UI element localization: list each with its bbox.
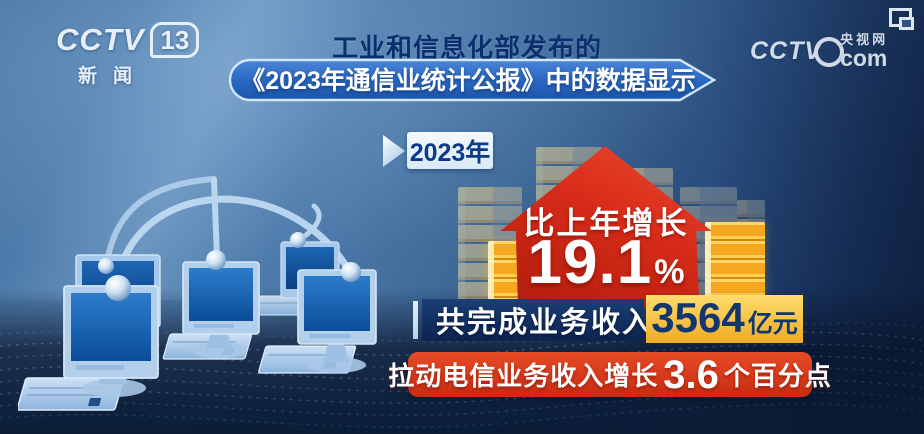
- impact-bar: 拉动电信业务收入增长 3.6 个百分点: [388, 352, 831, 397]
- headline-banner: 《2023年通信业统计公报》中的数据显示: [228, 58, 718, 102]
- growth-percent-sign: %: [654, 253, 685, 291]
- gold-bar-column: [705, 222, 765, 300]
- growth-label: 比上年增长: [523, 206, 689, 241]
- network-computers-illustration: [18, 176, 377, 411]
- year-tag: 2023年: [407, 132, 493, 169]
- revenue-value: 3564: [651, 294, 745, 341]
- cctv13-channel-number: 13: [150, 22, 200, 58]
- revenue-unit: 亿元: [747, 310, 798, 338]
- pip-inner-square: [899, 17, 914, 30]
- impact-suffix: 个百分点: [723, 361, 832, 391]
- impact-value: 3.6: [663, 352, 719, 397]
- cctvcom-wordmark: CCTV: [750, 37, 823, 65]
- cctv13-subtitle: 新闻: [78, 66, 149, 87]
- picture-in-picture-icon: [889, 8, 914, 30]
- revenue-value-bar: 3564 亿元: [646, 295, 803, 343]
- cctvcom-domain: com: [840, 45, 888, 71]
- revenue-bar-accent: [413, 301, 418, 339]
- headline-banner-text: 《2023年通信业统计公报》中的数据显示: [240, 67, 696, 95]
- headline-source-line: 工业和信息化部发布的: [331, 33, 602, 63]
- cctv13-wordmark: CCTV: [56, 22, 145, 57]
- growth-value: 19.1 %: [500, 228, 711, 297]
- impact-prefix: 拉动电信业务收入增长: [388, 361, 659, 391]
- cctvcom-logo: CCTV 央视网 com: [750, 33, 888, 70]
- growth-arrow: 比上年增长 19.1 %: [500, 146, 712, 308]
- growth-number: 19.1: [527, 228, 653, 297]
- cctvcom-ring-icon: [814, 36, 845, 67]
- banner-background: [228, 58, 717, 102]
- cctvcom-site-name: 央视网: [840, 32, 889, 47]
- revenue-label-bar: 共完成业务收入: [422, 299, 651, 341]
- cctv13-logo: CCTV 13 新闻: [56, 22, 200, 88]
